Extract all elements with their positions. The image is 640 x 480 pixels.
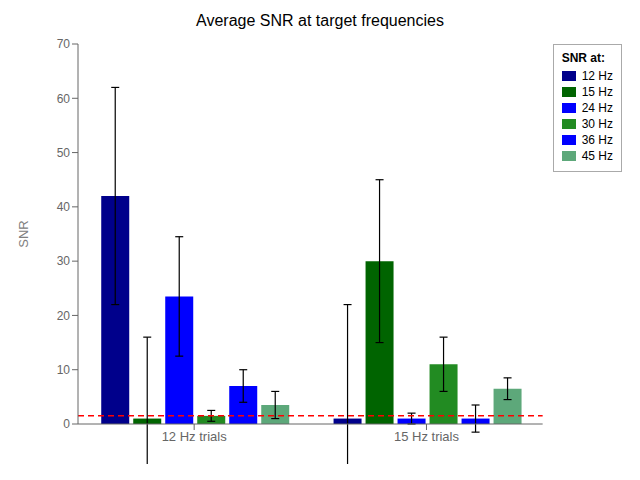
- svg-text:70: 70: [57, 37, 71, 51]
- svg-text:0: 0: [63, 417, 70, 431]
- svg-text:10: 10: [57, 363, 71, 377]
- html-text:30 Hz: 30 Hz: [581, 117, 613, 131]
- html-text:12 Hz: 12 Hz: [581, 69, 613, 83]
- html-text:45 Hz: 45 Hz: [581, 149, 613, 163]
- svg-text:SNR: SNR: [16, 220, 31, 247]
- svg-text:60: 60: [57, 92, 71, 106]
- svg-text:15 Hz trials: 15 Hz trials: [394, 429, 460, 444]
- html-text:24 Hz: 24 Hz: [581, 101, 613, 115]
- html-text:SNR at:: SNR at:: [561, 51, 605, 65]
- svg-text:50: 50: [57, 146, 71, 160]
- html-text:Average SNR at target frequenc: Average SNR at target frequencies: [196, 12, 444, 29]
- svg-text:20: 20: [57, 309, 71, 323]
- html-text:15 Hz: 15 Hz: [581, 85, 613, 99]
- svg-text:40: 40: [57, 200, 71, 214]
- html-text:36 Hz: 36 Hz: [581, 133, 613, 147]
- svg-text:30: 30: [57, 254, 71, 268]
- svg-text:12 Hz trials: 12 Hz trials: [162, 429, 228, 444]
